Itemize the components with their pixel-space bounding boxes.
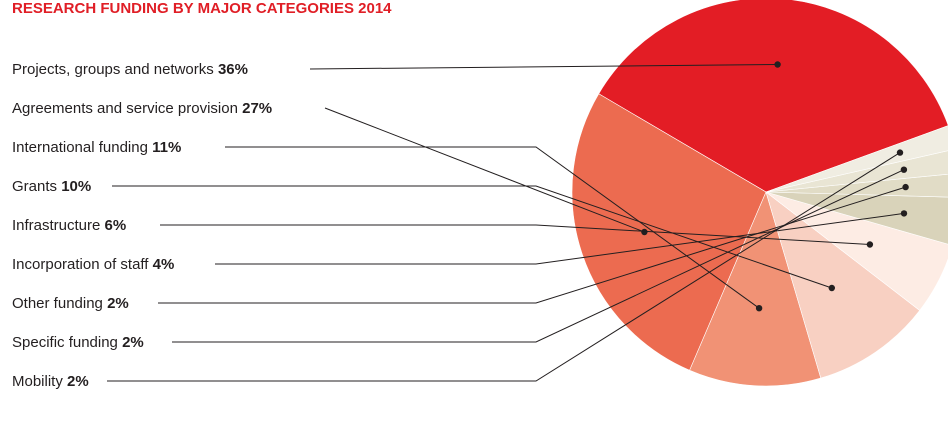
slice-label-value: 2% bbox=[122, 334, 144, 351]
leader-line bbox=[112, 185, 832, 289]
leader-dot bbox=[774, 61, 781, 68]
slice-label-name: Agreements and service provision bbox=[12, 100, 242, 117]
pie-slice bbox=[689, 191, 822, 387]
slice-labels: Projects, groups and networks 36% Agreeme… bbox=[12, 61, 909, 390]
slice-label: Agreements and service provision 27% bbox=[12, 100, 272, 117]
pie-slice bbox=[765, 173, 948, 198]
leader-line bbox=[324, 107, 645, 233]
slice-label-name: International funding bbox=[12, 139, 152, 156]
slice-label-value: 2% bbox=[107, 295, 129, 312]
slice-label-name: Specific funding bbox=[12, 334, 122, 351]
slice-label-name: Infrastructure bbox=[12, 217, 105, 234]
slice-label-name: Incorporation of staff bbox=[12, 256, 153, 273]
slice-label-name: Projects, groups and networks bbox=[12, 61, 218, 78]
slice-label: Other funding 2% bbox=[12, 295, 129, 312]
slice-label-value: 6% bbox=[105, 217, 127, 234]
slice-label-value: 27% bbox=[242, 100, 272, 117]
slice-label-value: 2% bbox=[67, 373, 89, 390]
pie-slice bbox=[765, 125, 948, 193]
slice-label: Mobility 2% bbox=[12, 373, 89, 390]
slice-label-name: Grants bbox=[12, 178, 61, 195]
pie-slice bbox=[765, 191, 921, 379]
pie-slices bbox=[571, 0, 948, 387]
leader-dot bbox=[755, 305, 763, 312]
leader-dot bbox=[902, 183, 909, 191]
pie-slice bbox=[765, 191, 948, 245]
chart-title: RESEARCH FUNDING BY MAJOR CATEGORIES 201… bbox=[12, 0, 392, 17]
slice-label-value: 4% bbox=[153, 256, 175, 273]
slice-label: Infrastructure 6% bbox=[12, 217, 126, 234]
slice-label-value: 36% bbox=[218, 61, 248, 78]
slice-label: Incorporation of staff 4% bbox=[12, 256, 174, 273]
leader-dot bbox=[828, 284, 835, 292]
slice-label: Projects, groups and networks 36% bbox=[12, 61, 248, 78]
slice-label-value: 11% bbox=[152, 139, 181, 156]
leader-dot bbox=[896, 149, 904, 156]
leader-dot bbox=[900, 166, 908, 173]
leader-dot bbox=[641, 228, 648, 236]
slice-label-value: 10% bbox=[61, 178, 91, 195]
leader-line bbox=[225, 146, 760, 309]
leader-dot bbox=[900, 210, 908, 217]
leader-line bbox=[158, 186, 906, 304]
slice-label-name: Mobility bbox=[12, 373, 67, 390]
pie-slice bbox=[765, 191, 948, 311]
pie-slice bbox=[598, 0, 948, 193]
slice-label: Specific funding 2% bbox=[12, 334, 144, 351]
slice-label: Grants 10% bbox=[12, 178, 91, 195]
leader-dot bbox=[866, 241, 874, 248]
leader-line bbox=[309, 64, 778, 70]
slice-label-name: Other funding bbox=[12, 295, 107, 312]
leader-line bbox=[215, 212, 905, 265]
slice-label: International funding 11% bbox=[12, 139, 181, 156]
leader-line bbox=[107, 152, 901, 382]
